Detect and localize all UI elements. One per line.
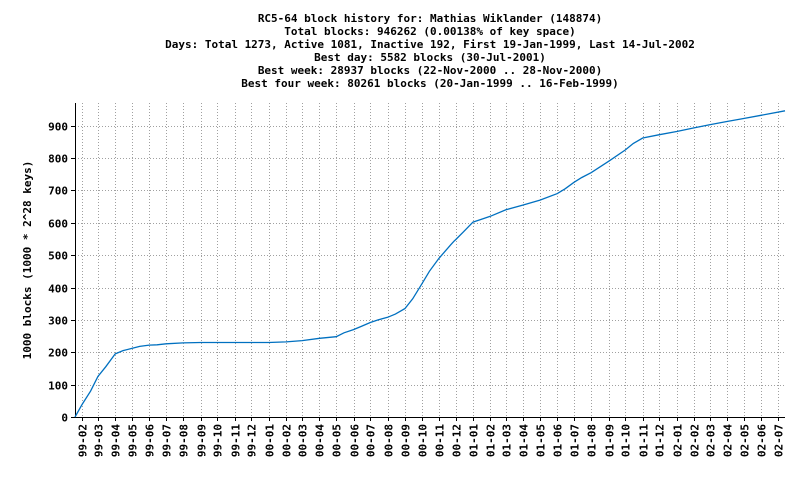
x-tick-label: 00-01	[264, 424, 277, 457]
y-tick-label: 400	[48, 283, 68, 296]
chart-title: RC5-64 block history for: Mathias Wiklan…	[165, 12, 695, 90]
title-line-6: Best four week: 80261 blocks (20-Jan-199…	[241, 77, 619, 90]
title-line-4: Best day: 5582 blocks (30-Jul-2001)	[314, 51, 546, 64]
x-tick-label: 99-07	[161, 424, 174, 457]
x-tick-label: 00-07	[365, 424, 378, 457]
x-tick-label: 02-06	[756, 424, 769, 457]
y-tick-label: 500	[48, 250, 68, 263]
x-tick-label: 01-05	[535, 424, 548, 457]
x-tick-label: 00-06	[349, 424, 362, 457]
x-tick-label: 00-08	[383, 424, 396, 457]
x-tick-label: 02-01	[672, 424, 685, 457]
x-tick-label: 01-03	[501, 424, 514, 457]
x-tick-label: 99-11	[230, 424, 243, 457]
x-tick-label: 99-04	[110, 424, 123, 457]
x-tick-label: 02-07	[773, 424, 786, 457]
series	[74, 110, 786, 418]
x-tick-label: 00-03	[297, 424, 310, 457]
x-tick-label: 01-10	[620, 424, 633, 457]
x-tick-label: 00-09	[400, 424, 413, 457]
y-axis-label: 1000 blocks (1000 * 2^28 keys)	[21, 161, 34, 360]
x-tick-label: 01-11	[638, 424, 651, 457]
x-tick-label: 02-03	[705, 424, 718, 457]
cumulative-blocks-line	[74, 110, 786, 418]
x-tick-label: 99-03	[93, 424, 106, 457]
title-line-5: Best week: 28937 blocks (22-Nov-2000 .. …	[258, 64, 602, 77]
y-tick-label: 100	[48, 380, 68, 393]
x-tick-label: 02-05	[739, 424, 752, 457]
x-tick-label: 01-08	[586, 424, 599, 457]
y-tick-label: 300	[48, 315, 68, 328]
y-tick-label: 0	[61, 412, 68, 425]
x-tick-label: 99-12	[246, 424, 259, 457]
x-tick-label: 99-02	[77, 424, 90, 457]
x-tick-label: 00-11	[434, 424, 447, 457]
x-tick-label: 01-01	[468, 424, 481, 457]
x-tick-label: 01-06	[552, 424, 565, 457]
y-tick-labels: 0 100 200 300 400 500 600 700 800 900	[48, 121, 68, 425]
x-tick-label: 00-04	[314, 424, 327, 457]
y-tick-label: 600	[48, 218, 68, 231]
y-tick-label: 800	[48, 153, 68, 166]
x-tick-label: 99-05	[127, 424, 140, 457]
title-line-2: Total blocks: 946262 (0.00138% of key sp…	[284, 25, 575, 38]
x-tick-label: 02-04	[722, 424, 735, 457]
x-tick-label: 00-12	[451, 424, 464, 457]
grid	[75, 103, 785, 417]
axes	[71, 103, 785, 421]
x-tick-label: 99-10	[212, 424, 225, 457]
x-tick-label: 99-09	[196, 424, 209, 457]
x-tick-label: 01-02	[485, 424, 498, 457]
x-tick-label: 01-12	[654, 424, 667, 457]
x-tick-label: 00-05	[331, 424, 344, 457]
x-tick-labels: 99-02 99-03 99-04 99-05 99-06 99-07 99-08 99-09…	[77, 424, 786, 457]
x-tick-label: 01-07	[569, 424, 582, 457]
title-line-1: RC5-64 block history for: Mathias Wiklan…	[258, 12, 602, 25]
x-tick-label: 99-08	[178, 424, 191, 457]
y-tick-label: 700	[48, 185, 68, 198]
x-tick-label: 02-02	[689, 424, 702, 457]
y-tick-label: 900	[48, 121, 68, 134]
x-tick-label: 99-06	[144, 424, 157, 457]
x-tick-label: 00-02	[281, 424, 294, 457]
y-tick-label: 200	[48, 347, 68, 360]
title-line-3: Days: Total 1273, Active 1081, Inactive …	[165, 38, 695, 51]
x-tick-label: 01-04	[518, 424, 531, 457]
x-tick-label: 01-09	[604, 424, 617, 457]
x-tick-label: 00-10	[417, 424, 430, 457]
